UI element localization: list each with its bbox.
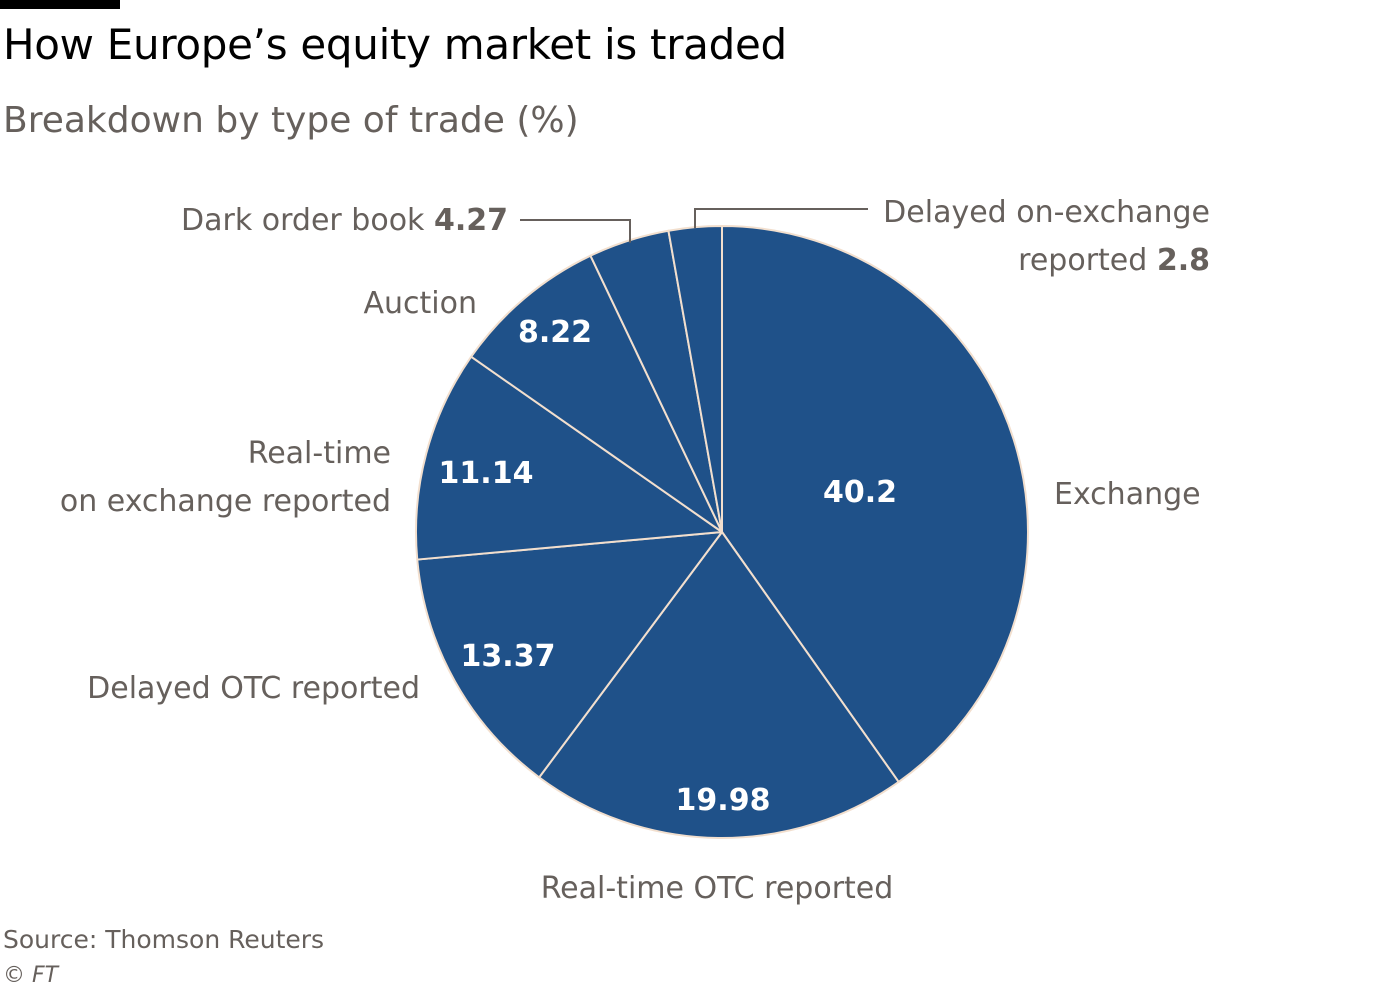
leader-line-dark-order-book — [520, 219, 631, 243]
slice-value-real-time-otc-reported: 19.98 — [676, 783, 771, 818]
pie-slices — [414, 225, 1029, 839]
copyright-note: © FT — [3, 963, 59, 988]
slice-label-delayed-otc-reported: Delayed OTC reported — [87, 671, 420, 706]
pie-slice-auction — [470, 254, 723, 533]
leader-line-delayed-on-exchange-reported — [694, 208, 868, 229]
slice-label-delayed-on-exchange-reported: Delayed on-exchange reported 2.8 — [883, 195, 1210, 278]
slice-label-exchange: Exchange — [1054, 477, 1201, 512]
slice-value-real-time-on-exchange-reported: 11.14 — [439, 456, 534, 491]
ft-header-bar — [0, 0, 120, 9]
pie-slice-real-time-on-exchange-reported — [414, 355, 723, 561]
slice-label-real-time-otc-reported: Real-time OTC reported — [541, 871, 894, 906]
slice-label-real-time-on-exchange-reported: Real-time on exchange reported — [60, 436, 391, 519]
slice-value-auction: 8.22 — [518, 315, 592, 350]
pie-slice-real-time-otc-reported — [538, 531, 900, 839]
slice-value-exchange: 40.2 — [823, 475, 897, 510]
slice-label-dark-order-book: Dark order book 4.27 — [181, 203, 508, 238]
chart-title: How Europe’s equity market is traded — [3, 20, 787, 69]
chart-subtitle: Breakdown by type of trade (%) — [3, 100, 579, 141]
source-note: Source: Thomson Reuters — [3, 925, 325, 954]
slice-label-auction: Auction — [364, 286, 478, 321]
pie-slice-exchange — [721, 225, 1029, 783]
slice-value-delayed-otc-reported: 13.37 — [461, 639, 556, 674]
pie-slice-delayed-otc-reported — [416, 531, 723, 779]
